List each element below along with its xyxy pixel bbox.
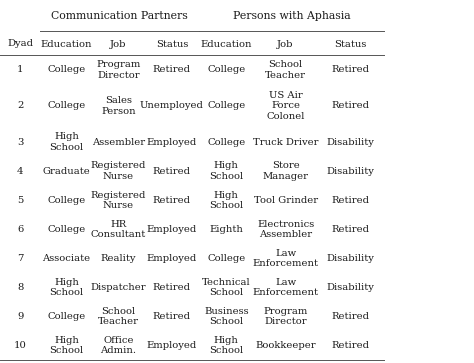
Text: Store
Manager: Store Manager <box>263 162 309 181</box>
Text: High
School: High School <box>49 336 83 355</box>
Text: Bookkeeper: Bookkeeper <box>255 341 316 350</box>
Text: Office
Admin.: Office Admin. <box>100 336 137 355</box>
Text: College: College <box>47 65 85 74</box>
Text: College: College <box>207 102 246 110</box>
Text: Graduate: Graduate <box>43 167 90 176</box>
Text: Retired: Retired <box>153 167 191 176</box>
Text: Job: Job <box>277 40 294 49</box>
Text: Technical
School: Technical School <box>202 278 251 297</box>
Text: Retired: Retired <box>153 196 191 205</box>
Text: Dyad: Dyad <box>7 38 33 48</box>
Text: Retired: Retired <box>332 225 370 234</box>
Text: Employed: Employed <box>146 341 197 350</box>
Text: High
School: High School <box>49 278 83 297</box>
Text: Assembler: Assembler <box>92 138 145 147</box>
Text: College: College <box>207 65 246 74</box>
Text: 5: 5 <box>17 196 23 205</box>
Text: US Air
Force
Colonel: US Air Force Colonel <box>266 91 305 121</box>
Text: Persons with Aphasia: Persons with Aphasia <box>233 11 350 21</box>
Text: Unemployed: Unemployed <box>140 102 204 110</box>
Text: 9: 9 <box>17 312 23 321</box>
Text: Retired: Retired <box>153 312 191 321</box>
Text: College: College <box>47 102 85 110</box>
Text: Law
Enforcement: Law Enforcement <box>253 278 319 297</box>
Text: Program
Director: Program Director <box>96 60 141 79</box>
Text: 2: 2 <box>17 102 23 110</box>
Text: Disability: Disability <box>327 138 375 147</box>
Text: College: College <box>47 312 85 321</box>
Text: Disability: Disability <box>327 167 375 176</box>
Text: Disability: Disability <box>327 283 375 292</box>
Text: School
Teacher: School Teacher <box>98 307 139 326</box>
Text: 6: 6 <box>17 225 23 234</box>
Text: Employed: Employed <box>146 138 197 147</box>
Text: 8: 8 <box>17 283 23 292</box>
Text: School
Teacher: School Teacher <box>265 60 306 79</box>
Text: 4: 4 <box>17 167 23 176</box>
Text: College: College <box>47 225 85 234</box>
Text: Program
Director: Program Director <box>264 307 308 326</box>
Text: Status: Status <box>155 40 188 49</box>
Text: Reality: Reality <box>101 254 136 263</box>
Text: Job: Job <box>110 40 127 49</box>
Text: Retired: Retired <box>332 341 370 350</box>
Text: Employed: Employed <box>146 225 197 234</box>
Text: Law
Enforcement: Law Enforcement <box>253 249 319 268</box>
Text: Retired: Retired <box>332 65 370 74</box>
Text: College: College <box>207 138 246 147</box>
Text: College: College <box>207 254 246 263</box>
Text: 3: 3 <box>17 138 23 147</box>
Text: Retired: Retired <box>332 196 370 205</box>
Text: Truck Driver: Truck Driver <box>253 138 319 147</box>
Text: Sales
Person: Sales Person <box>101 96 136 116</box>
Text: Retired: Retired <box>153 283 191 292</box>
Text: Education: Education <box>41 40 92 49</box>
Text: Employed: Employed <box>146 254 197 263</box>
Text: Disability: Disability <box>327 254 375 263</box>
Text: Registered
Nurse: Registered Nurse <box>91 162 146 181</box>
Text: Eighth: Eighth <box>210 225 243 234</box>
Text: 10: 10 <box>14 341 27 350</box>
Text: High
School: High School <box>49 132 83 152</box>
Text: HR
Consultant: HR Consultant <box>91 220 146 239</box>
Text: Tool Grinder: Tool Grinder <box>254 196 318 205</box>
Text: Education: Education <box>201 40 252 49</box>
Text: 1: 1 <box>17 65 23 74</box>
Text: Associate: Associate <box>42 254 91 263</box>
Text: High
School: High School <box>210 162 243 181</box>
Text: Registered
Nurse: Registered Nurse <box>91 191 146 210</box>
Text: Dispatcher: Dispatcher <box>91 283 146 292</box>
Text: Business
School: Business School <box>204 307 249 326</box>
Text: High
School: High School <box>210 191 243 210</box>
Text: Retired: Retired <box>332 102 370 110</box>
Text: Retired: Retired <box>332 312 370 321</box>
Text: 7: 7 <box>17 254 23 263</box>
Text: Status: Status <box>335 40 367 49</box>
Text: Retired: Retired <box>153 65 191 74</box>
Text: Communication Partners: Communication Partners <box>51 11 188 21</box>
Text: Electronics
Assembler: Electronics Assembler <box>257 220 314 239</box>
Text: High
School: High School <box>210 336 243 355</box>
Text: College: College <box>47 196 85 205</box>
